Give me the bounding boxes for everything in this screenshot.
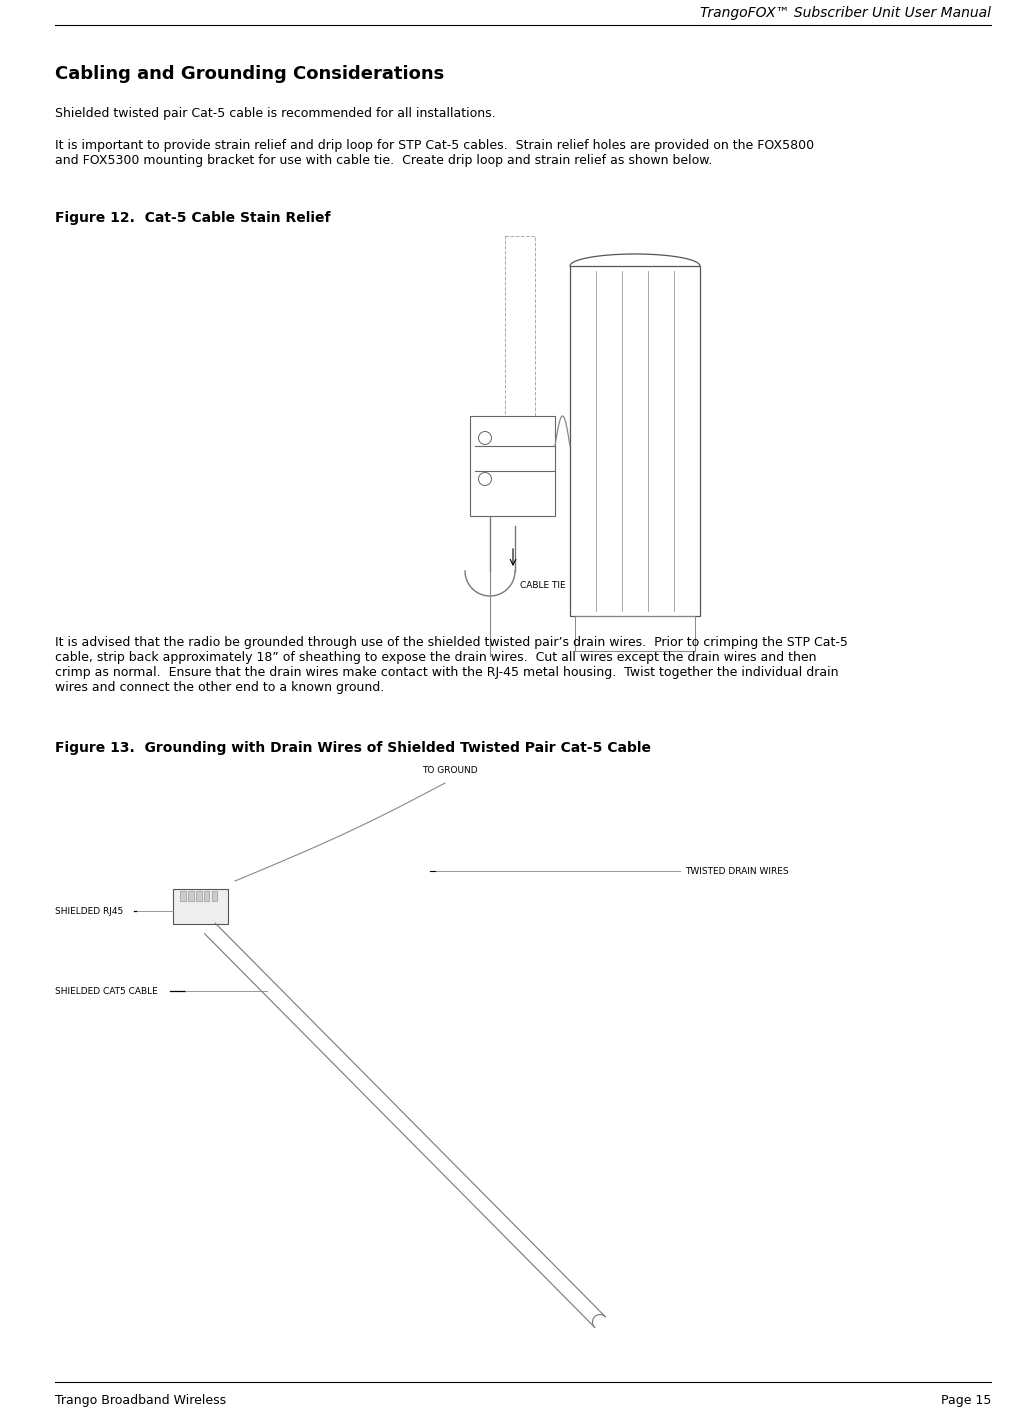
Text: CABLE TIE: CABLE TIE [520, 581, 565, 589]
Bar [196, 891, 201, 901]
Text: It is important to provide strain relief and drip loop for STP Cat-5 cables.  St: It is important to provide strain relief… [55, 140, 814, 166]
Text: Cabling and Grounding Considerations: Cabling and Grounding Considerations [55, 65, 444, 83]
Bar [181, 891, 186, 901]
Text: TO GROUND: TO GROUND [422, 766, 478, 776]
Bar [470, 416, 555, 516]
Bar [188, 891, 194, 901]
Text: Figure 13.  Grounding with Drain Wires of Shielded Twisted Pair Cat-5 Cable: Figure 13. Grounding with Drain Wires of… [55, 742, 652, 754]
Bar [204, 891, 209, 901]
Text: Shielded twisted pair Cat-5 cable is recommended for all installations.: Shielded twisted pair Cat-5 cable is rec… [55, 107, 496, 120]
Bar [570, 266, 700, 616]
Bar [211, 891, 218, 901]
Text: SHIELDED RJ45: SHIELDED RJ45 [55, 907, 123, 915]
Text: TrangoFOX™ Subscriber Unit User Manual: TrangoFOX™ Subscriber Unit User Manual [700, 6, 991, 20]
Text: TWISTED DRAIN WIRES: TWISTED DRAIN WIRES [685, 867, 789, 876]
Text: Page 15: Page 15 [941, 1394, 991, 1407]
Text: SHIELDED CAT5 CABLE: SHIELDED CAT5 CABLE [55, 987, 158, 995]
Text: Figure 12.  Cat-5 Cable Stain Relief: Figure 12. Cat-5 Cable Stain Relief [55, 212, 330, 226]
Text: Trango Broadband Wireless: Trango Broadband Wireless [55, 1394, 226, 1407]
Text: It is advised that the radio be grounded through use of the shielded twisted pai: It is advised that the radio be grounded… [55, 636, 847, 694]
Bar [172, 888, 228, 924]
Bar [575, 616, 695, 651]
